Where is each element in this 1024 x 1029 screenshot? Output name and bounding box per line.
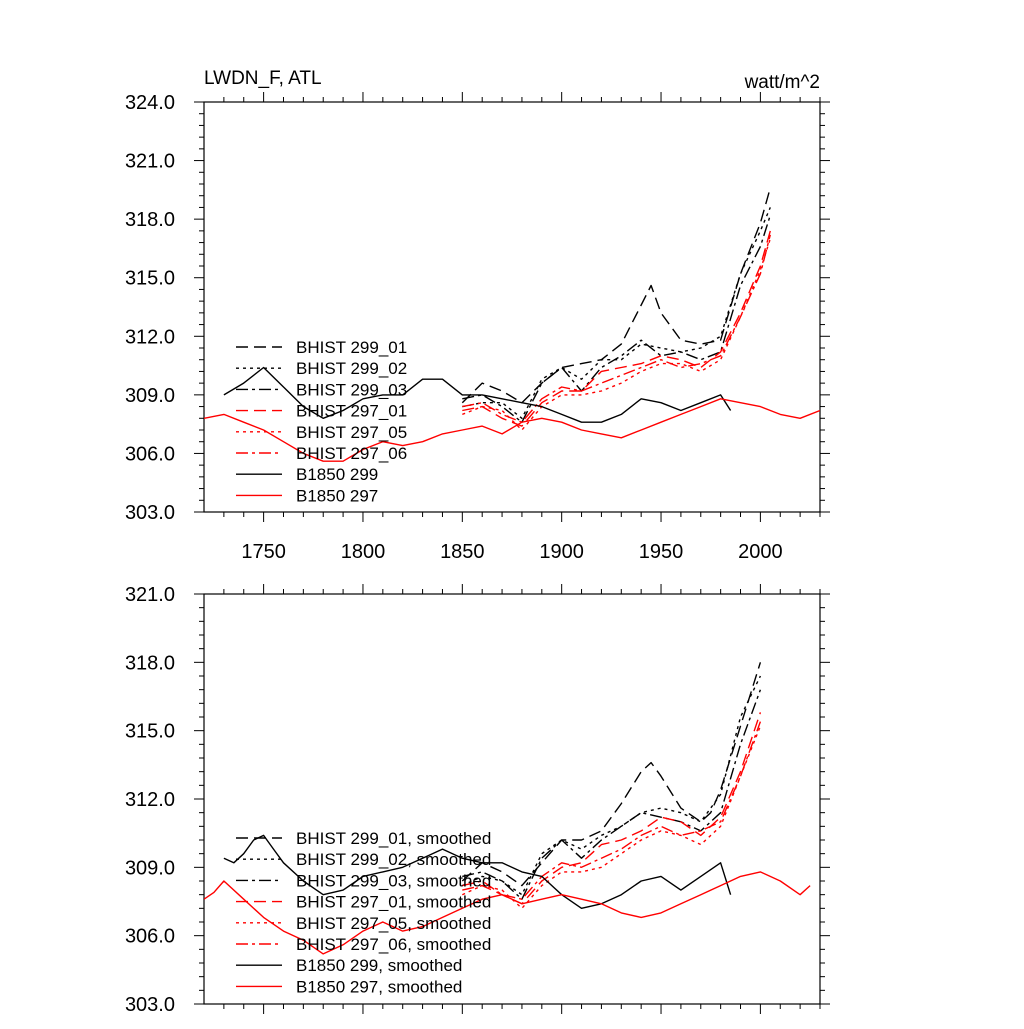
series-line-bhist-297-05: [462, 238, 771, 431]
legend-label: BHIST 297_01, smoothed: [296, 893, 491, 912]
legend-label: B1850 299, smoothed: [296, 956, 462, 975]
x-tick-label: 1950: [639, 541, 684, 563]
chart-title: LWDN_F, ATL: [204, 68, 322, 89]
y-tick-label: 306.0: [125, 443, 175, 465]
legend: BHIST 299_01, smoothed BHIST 299_02, smoo…: [236, 829, 491, 996]
y-tick-label: 315.0: [125, 268, 175, 290]
y-tick-label: 312.0: [125, 326, 175, 348]
y-tick-label: 303.0: [125, 502, 175, 524]
y-tick-label: 321.0: [125, 584, 175, 606]
legend-label: B1850 299: [296, 465, 378, 484]
legend-label: BHIST 297_06: [296, 444, 407, 463]
y-tick-label: 315.0: [125, 721, 175, 743]
legend-label: BHIST 299_03, smoothed: [296, 871, 491, 890]
plot-frame: [203, 101, 821, 513]
x-tick-label: 2000: [738, 541, 783, 563]
legend-label: B1850 297, smoothed: [296, 977, 462, 996]
x-tick-label: 1750: [241, 541, 286, 563]
x-tick-label: 1900: [539, 541, 584, 563]
y-tick-label: 318.0: [125, 652, 175, 674]
series-line-bhist-299-01-smoothed: [461, 662, 762, 887]
series-line-bhist-297-06: [462, 234, 771, 423]
y-tick-label: 312.0: [125, 789, 175, 811]
legend-label: BHIST 299_02, smoothed: [296, 850, 491, 869]
series-line-bhist-297-01: [462, 230, 771, 427]
series-line-bhist-299-03-smoothed: [462, 689, 762, 900]
legend-label: B1850 297: [296, 486, 378, 505]
y-tick-label: 309.0: [125, 857, 175, 879]
legend-label: BHIST 299_01, smoothed: [296, 829, 491, 848]
series-line-bhist-299-01: [461, 187, 771, 404]
bottom-panel: 303.0 306.0 309.0 312.0 315.0 318.0 321.0 BHIST…: [125, 584, 830, 1016]
series-line-bhist-297-05-smoothed: [462, 725, 762, 909]
y-tick-label: 324.0: [125, 92, 175, 114]
y-tick-label: 318.0: [125, 209, 175, 231]
legend-label: BHIST 299_02: [296, 359, 407, 378]
legend-label: BHIST 297_05: [296, 423, 407, 442]
x-tick-label: 1800: [341, 541, 386, 563]
legend-label: BHIST 297_06, smoothed: [296, 935, 491, 954]
y-tick-label: 306.0: [125, 926, 175, 948]
legend-label: BHIST 297_05, smoothed: [296, 914, 491, 933]
units-label: watt/m^2: [744, 72, 820, 93]
series-line-b1850-297: [204, 398, 820, 462]
top-panel: 303.0 306.0 309.0 312.0 315.0 318.0 321.0 324.0…: [125, 92, 830, 563]
y-tick-label: 321.0: [125, 151, 175, 173]
legend-label: BHIST 299_01: [296, 338, 407, 357]
legend: BHIST 299_01 BHIST 299_02 BHIST 299_03 BHIS…: [236, 338, 407, 505]
series-line-b1850-299-smoothed: [223, 834, 732, 909]
legend-label: BHIST 299_03: [296, 380, 407, 399]
x-tick-label: 1850: [440, 541, 485, 563]
legend-label: BHIST 297_01: [296, 402, 407, 421]
series-line-b1850-299: [223, 366, 732, 423]
y-tick-label: 303.0: [125, 994, 175, 1016]
series-line-bhist-297-06-smoothed: [462, 721, 762, 900]
series-line-bhist-299-02: [462, 207, 771, 419]
y-tick-label: 309.0: [125, 385, 175, 407]
series-line-b1850-297-smoothed: [204, 871, 811, 955]
